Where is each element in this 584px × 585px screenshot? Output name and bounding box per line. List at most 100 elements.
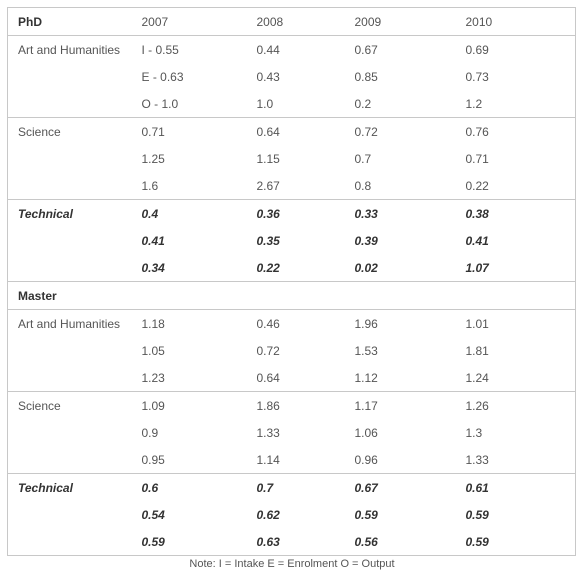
table-cell: 0.72 (256, 343, 280, 358)
table-cell: 0.56 (354, 534, 378, 549)
table-row: Art and Humanities I - 0.55 0.44 0.67 0.69 (7, 35, 576, 63)
category-label: Science (7, 391, 136, 419)
table-cell: 0.34 (141, 260, 165, 275)
year-header (348, 281, 460, 310)
table-cell: 0.22 (465, 178, 489, 193)
section-title: PhD (18, 14, 42, 29)
table-cell: 0.64 (250, 117, 349, 145)
category-label-empty (8, 254, 136, 282)
category-label-empty (8, 337, 136, 364)
table-row: Science 0.71 0.64 0.72 0.76 (7, 117, 576, 145)
table-cell: 1.05 (141, 343, 165, 358)
table-row: Science 1.09 1.86 1.17 1.26 (7, 391, 576, 419)
table-cell: 1.81 (465, 343, 489, 358)
section-title: Master (7, 281, 136, 310)
table-cell: 1.96 (348, 309, 460, 337)
data-table: PhD 2007 2008 2009 2010 Art and Humanities I -… (7, 7, 576, 556)
table-cell: 1.6 (141, 178, 159, 193)
table-body: PhD 2007 2008 2009 2010 Art and Humanities I -… (7, 8, 576, 556)
year-header (135, 281, 251, 310)
category-label-empty (8, 528, 136, 556)
year-header: 2009 (354, 14, 382, 29)
category-label: Art and Humanities (7, 309, 136, 337)
table-cell: 1.53 (354, 343, 378, 358)
year-header (459, 281, 576, 310)
table-cell: 0.43 (256, 69, 280, 84)
table-row: 0.9 1.33 1.06 1.3 (8, 419, 576, 446)
table-cell: 1.14 (256, 452, 280, 467)
table-row: 0.34 0.22 0.02 1.07 (8, 254, 576, 282)
table-cell: 0.59 (141, 534, 165, 549)
category-label-empty (8, 63, 136, 90)
table-row: O - 1.0 1.0 0.2 1.2 (8, 90, 576, 118)
table-cell: 0.35 (256, 233, 280, 248)
table-cell: 1.33 (256, 425, 280, 440)
table-cell: 2.67 (256, 178, 280, 193)
table-row: 1.6 2.67 0.8 0.22 (8, 172, 576, 200)
table-cell: 0.54 (141, 507, 165, 522)
table-cell: 0.76 (459, 117, 576, 145)
year-header: 2008 (256, 14, 284, 29)
table-cell: 1.24 (465, 370, 489, 385)
year-header: 2007 (141, 14, 169, 29)
table-cell: 0.59 (465, 534, 489, 549)
table-cell: 1.23 (141, 370, 165, 385)
category-label: Technical (7, 473, 136, 501)
table-row: 1.25 1.15 0.7 0.71 (8, 145, 576, 172)
table-cell: 1.07 (465, 260, 489, 275)
table-cell: 1.3 (465, 425, 483, 440)
table-cell: 0.63 (256, 534, 280, 549)
table-cell: 0.69 (459, 35, 576, 63)
table-cell: 0.02 (354, 260, 378, 275)
table-cell: O - 1.0 (141, 96, 179, 111)
category-label-empty (8, 364, 136, 392)
table-cell: E - 0.63 (141, 69, 184, 84)
table-cell: 0.22 (256, 260, 280, 275)
table-cell: 1.2 (465, 96, 483, 111)
table-cell: 0.36 (250, 199, 349, 227)
table-row: 0.41 0.35 0.39 0.41 (8, 227, 576, 254)
table-cell: 1.18 (135, 309, 251, 337)
category-label-empty (8, 446, 136, 474)
table-cell: 0.96 (354, 452, 378, 467)
table-row: 0.59 0.63 0.56 0.59 (8, 528, 576, 556)
table-cell: 1.01 (459, 309, 576, 337)
table-cell: 0.85 (354, 69, 378, 84)
table-cell: 0.73 (465, 69, 489, 84)
table-row: 1.05 0.72 1.53 1.81 (8, 337, 576, 364)
table-cell: 1.17 (348, 391, 460, 419)
table-cell: 0.59 (354, 507, 378, 522)
table-note: Note: I = Intake E = Enrolment O = Outpu… (189, 558, 395, 570)
table-cell: 1.0 (256, 96, 274, 111)
document: PhD 2007 2008 2009 2010 Art and Humanities I -… (7, 7, 576, 556)
table-cell: 1.33 (465, 452, 489, 467)
category-label-empty (8, 501, 136, 528)
category-label-empty (8, 145, 136, 172)
category-label-empty (8, 419, 136, 446)
year-header: 2010 (465, 14, 493, 29)
table-cell: I - 0.55 (135, 35, 251, 63)
table-row: Art and Humanities 1.18 0.46 1.96 1.01 (7, 309, 576, 337)
table-cell: 0.4 (135, 199, 251, 227)
table-row: E - 0.63 0.43 0.85 0.73 (8, 63, 576, 90)
table-cell: 0.7 (250, 473, 349, 501)
table-cell: 1.06 (354, 425, 378, 440)
category-label: Science (7, 117, 136, 145)
table-cell: 0.38 (459, 199, 576, 227)
table-row: 0.54 0.62 0.59 0.59 (8, 501, 576, 528)
table-cell: 0.6 (135, 473, 251, 501)
table-cell: 0.8 (354, 178, 372, 193)
table-cell: 0.44 (250, 35, 349, 63)
table-cell: 1.86 (250, 391, 349, 419)
section-header-row: Master (7, 281, 576, 310)
table-cell: 0.59 (465, 507, 489, 522)
table-cell: 0.39 (354, 233, 378, 248)
table-cell: 1.09 (135, 391, 251, 419)
table-cell: 0.41 (465, 233, 489, 248)
table-cell: 0.64 (256, 370, 280, 385)
table-cell: 0.46 (250, 309, 349, 337)
category-label-empty (8, 90, 136, 118)
category-label-empty (8, 227, 136, 254)
table-cell: 0.95 (141, 452, 165, 467)
year-header (250, 281, 349, 310)
